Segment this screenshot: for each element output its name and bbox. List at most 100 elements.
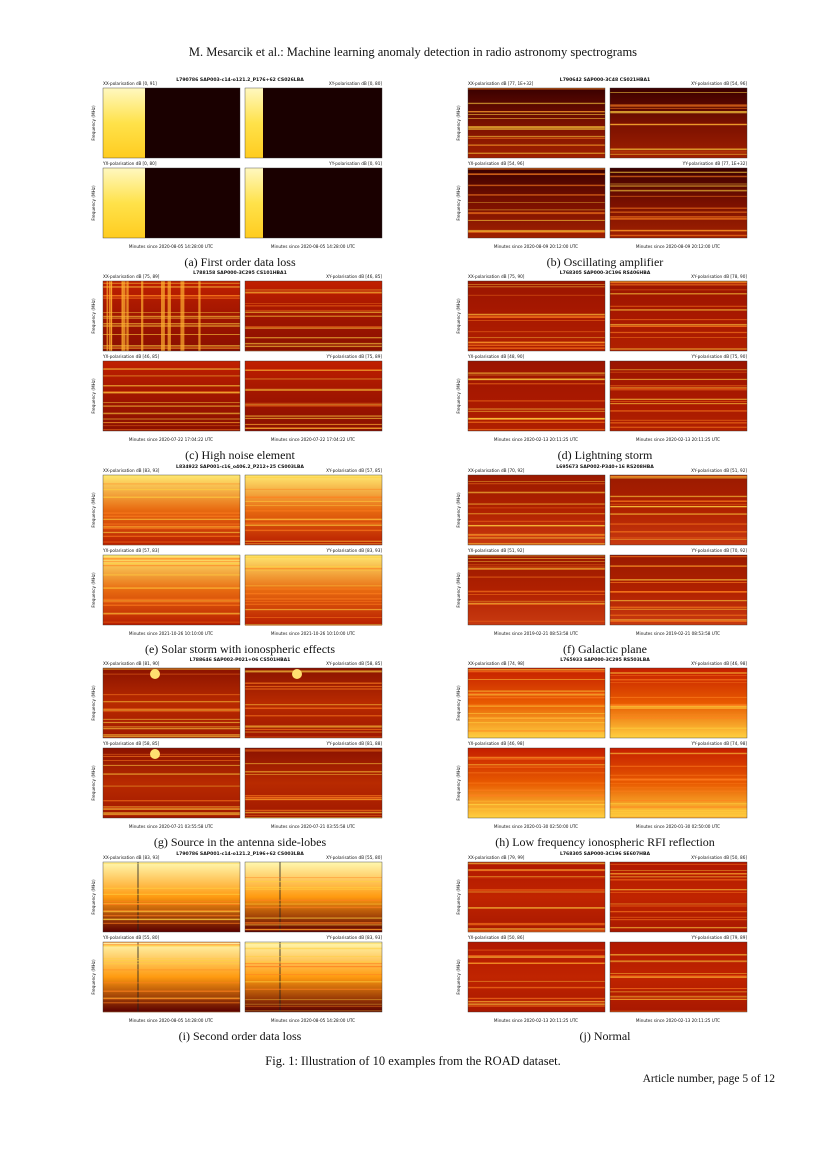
rfi-line xyxy=(610,319,747,321)
rfi-line xyxy=(103,958,240,959)
pol-label: YX-polarisation dB [50, 86] xyxy=(467,935,524,940)
spectrogram xyxy=(610,88,747,158)
rfi-line xyxy=(468,869,605,871)
pol-label: YX-polarisation dB [0, 80] xyxy=(102,161,157,166)
x-axis-label: Minutes since 2020-02-13 20:11:25 UTC xyxy=(636,437,720,442)
subplot-frame xyxy=(244,474,383,546)
rfi-line xyxy=(103,694,240,696)
subplot-frame xyxy=(467,474,606,546)
rfi-line xyxy=(103,557,240,560)
rfi-line xyxy=(610,506,747,508)
rfi-line xyxy=(103,910,240,912)
pol-label: YY-polarisation dB [70, 92] xyxy=(690,548,747,553)
rfi-line xyxy=(245,917,382,919)
noise-column xyxy=(108,281,111,351)
rfi-line xyxy=(610,782,747,784)
rfi-line xyxy=(610,195,747,197)
pol-label: XY-polarisation dB [58, 85] xyxy=(326,661,382,666)
x-axis-label: Minutes since 2020-02-13 20:11:25 UTC xyxy=(494,1018,578,1023)
rfi-line xyxy=(245,540,382,542)
x-axis-label: Minutes since 2020-02-13 20:11:25 UTC xyxy=(494,437,578,442)
rfi-line xyxy=(245,529,382,532)
rfi-line xyxy=(245,707,382,710)
y-axis-label: Frequency (MHz) xyxy=(456,298,461,334)
subplot-frame xyxy=(102,280,241,352)
rfi-line xyxy=(468,419,605,420)
rfi-line xyxy=(468,889,605,891)
rfi-line xyxy=(468,907,605,909)
rfi-line xyxy=(468,194,605,196)
rfi-line xyxy=(468,696,605,699)
rfi-line xyxy=(468,808,605,810)
rfi-line xyxy=(103,286,240,288)
rfi-line xyxy=(103,541,240,543)
subplot-frame xyxy=(102,941,241,1013)
rfi-line xyxy=(468,594,605,595)
rfi-line xyxy=(103,425,240,427)
rfi-line xyxy=(468,524,605,527)
spectrogram xyxy=(103,942,240,1012)
rfi-line xyxy=(245,488,382,490)
rfi-line xyxy=(610,305,747,307)
rfi-line xyxy=(468,127,605,129)
pol-label: XY-polarisation dB [46, 98] xyxy=(691,661,747,666)
rfi-line xyxy=(610,592,747,593)
rfi-line xyxy=(468,803,605,806)
rfi-line xyxy=(610,387,747,389)
y-axis-label: Frequency (MHz) xyxy=(456,185,461,221)
rfi-line xyxy=(468,117,605,119)
rfi-line xyxy=(468,568,605,570)
rfi-line xyxy=(468,590,605,593)
rfi-line xyxy=(468,730,605,732)
rfi-line xyxy=(610,679,747,681)
pol-label: YY-polarisation dB [81, 88] xyxy=(325,741,382,746)
rfi-line xyxy=(103,668,240,670)
rfi-line xyxy=(610,873,747,875)
rfi-line xyxy=(468,202,605,203)
rfi-line xyxy=(103,718,240,720)
rfi-line xyxy=(610,973,747,974)
rfi-line xyxy=(245,922,382,924)
spectrogram xyxy=(245,862,382,932)
rfi-line xyxy=(610,323,747,326)
rfi-line xyxy=(610,614,747,616)
rfi-line xyxy=(610,960,747,962)
rfi-line xyxy=(468,566,605,568)
rfi-line xyxy=(468,668,605,671)
rfi-line xyxy=(468,428,605,431)
rfi-line xyxy=(610,475,747,477)
rfi-line xyxy=(245,811,382,814)
rfi-line xyxy=(610,799,747,802)
rfi-line xyxy=(103,808,240,810)
spectrogram xyxy=(103,862,240,932)
spectrogram xyxy=(245,555,382,625)
subplot-frame xyxy=(467,280,606,352)
rfi-line xyxy=(468,690,605,692)
rfi-line xyxy=(103,598,240,601)
rfi-line xyxy=(103,612,240,615)
rfi-line xyxy=(103,903,240,905)
rfi-line xyxy=(103,323,240,325)
pol-label: XX-polarisation dB [70, 92] xyxy=(468,468,525,473)
pol-label: YY-polarisation dB [79, 89] xyxy=(690,935,747,940)
pol-label: YX-polarisation dB [58, 85] xyxy=(102,741,159,746)
x-axis-label: Minutes since 2020-08-05 14:28:00 UTC xyxy=(129,1018,213,1023)
pol-label: YX-polarisation dB [54, 96] xyxy=(467,161,524,166)
rfi-line xyxy=(610,863,747,865)
rfi-line xyxy=(610,153,747,155)
noise-column xyxy=(106,281,108,351)
rfi-line xyxy=(103,922,240,924)
rfi-line xyxy=(610,905,747,907)
rfi-line xyxy=(468,980,605,982)
rfi-line xyxy=(468,922,605,925)
rfi-line xyxy=(245,731,382,733)
rfi-line xyxy=(468,924,605,926)
running-header: M. Mesarcik et al.: Machine learning ano… xyxy=(189,45,637,59)
rfi-line xyxy=(468,144,605,146)
rfi-line xyxy=(468,794,605,796)
rfi-line xyxy=(468,145,605,147)
data-loss-region xyxy=(263,88,382,158)
subplot-frame xyxy=(244,360,383,432)
pol-label: YX-polarisation dB [57, 83] xyxy=(102,548,159,553)
